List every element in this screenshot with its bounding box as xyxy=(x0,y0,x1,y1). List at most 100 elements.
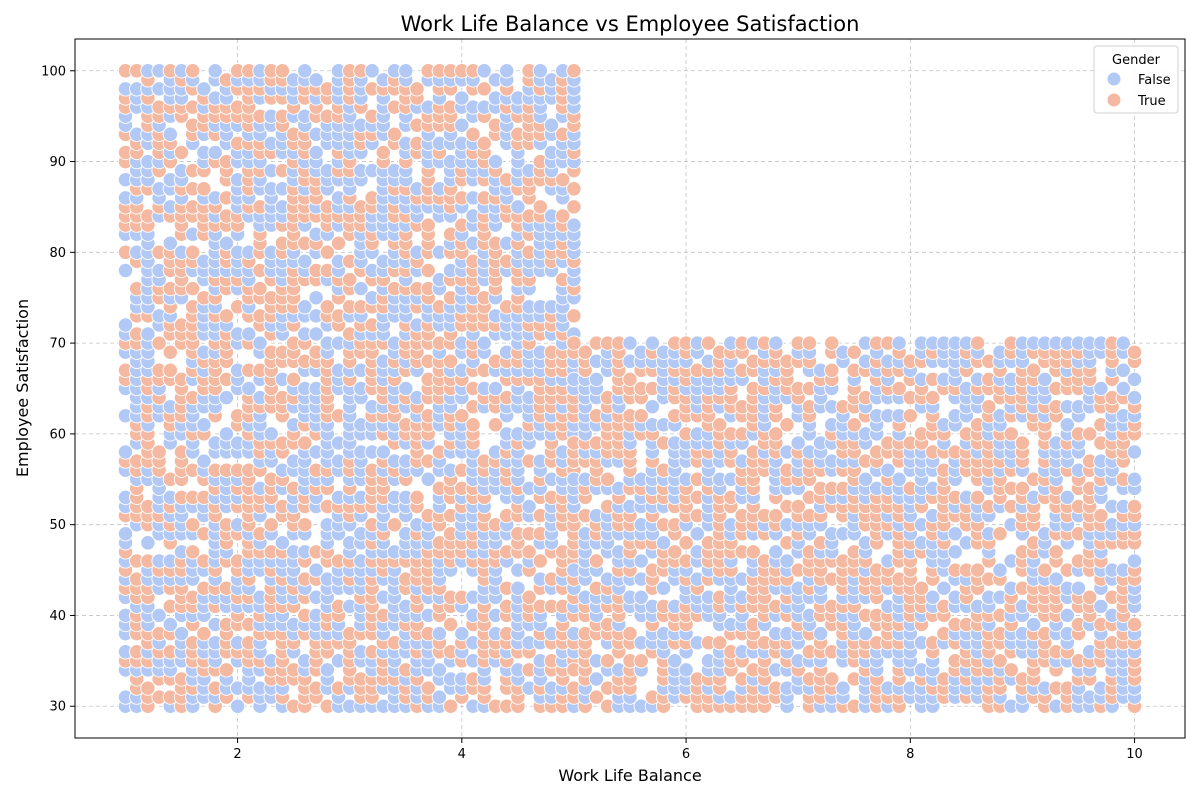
scatter-point-false xyxy=(140,326,156,342)
scatter-point-false xyxy=(1126,371,1143,388)
scatter-point-true xyxy=(196,181,212,197)
legend-marker-true xyxy=(1106,92,1122,108)
scatter-point-false xyxy=(297,63,313,79)
scatter-point-false xyxy=(353,280,369,297)
scatter-point-true xyxy=(342,271,358,288)
scatter-point-false xyxy=(162,126,178,142)
scatter-point-false xyxy=(117,317,134,333)
scatter-point-true xyxy=(319,299,335,315)
x-tick-label: 4 xyxy=(458,747,466,762)
scatter-point-false xyxy=(398,380,414,397)
scatter-point-true xyxy=(1126,616,1143,633)
scatter-point-true xyxy=(375,144,391,161)
scatter-point-false xyxy=(487,153,504,170)
scatter-point-false xyxy=(117,444,134,460)
scatter-point-true xyxy=(566,63,582,79)
x-axis-label: Work Life Balance xyxy=(558,766,701,785)
scatter-point-false xyxy=(1126,471,1143,487)
scatter-point-true xyxy=(173,144,190,161)
scatter-point-false xyxy=(1126,444,1143,460)
scatter-point-true xyxy=(566,199,582,215)
chart-title: Work Life Balance vs Employee Satisfacti… xyxy=(401,12,860,36)
scatter-point-true xyxy=(409,489,425,506)
scatter-point-false xyxy=(420,471,436,487)
data-points xyxy=(117,63,1143,714)
scatter-point-false xyxy=(229,698,246,714)
scatter-point-true xyxy=(1126,344,1143,360)
scatter-point-false xyxy=(1126,553,1143,569)
scatter-point-false xyxy=(263,426,279,442)
scatter-point-true xyxy=(969,335,986,351)
scatter-point-true xyxy=(297,435,313,451)
scatter-point-true xyxy=(442,616,459,633)
scatter-point-true xyxy=(185,280,201,297)
scatter-point-false xyxy=(566,217,582,233)
legend-label-false: False xyxy=(1138,73,1171,88)
legend-marker-false xyxy=(1106,71,1122,87)
scatter-point-true xyxy=(409,81,425,97)
scatter-point-true xyxy=(386,126,403,142)
scatter-point-true xyxy=(218,662,235,678)
legend: Gender False True xyxy=(1093,45,1179,114)
scatter-point-false xyxy=(398,63,414,79)
x-tick-label: 10 xyxy=(1126,747,1143,762)
scatter-point-true xyxy=(185,63,201,79)
scatter-point-false xyxy=(117,262,134,279)
scatter-point-true xyxy=(442,698,459,714)
y-axis-label: Employee Satisfaction xyxy=(13,299,32,477)
scatter-point-true xyxy=(263,517,279,533)
y-tick-label: 60 xyxy=(49,427,66,442)
scatter-point-true xyxy=(465,417,481,433)
scatter-point-false xyxy=(768,335,784,351)
scatter-point-true xyxy=(252,280,268,297)
scatter-point-false xyxy=(499,63,515,79)
scatter-point-false xyxy=(196,81,212,97)
scatter-point-false xyxy=(252,335,268,351)
y-tick-label: 90 xyxy=(49,155,66,170)
scatter-point-false xyxy=(431,689,448,705)
scatter-point-true xyxy=(420,262,436,279)
scatter-point-true xyxy=(386,517,403,533)
scatter-point-false xyxy=(308,290,324,306)
y-tick-label: 30 xyxy=(49,700,66,715)
scatter-point-true xyxy=(1126,498,1143,515)
scatter-point-false xyxy=(218,235,235,251)
x-tick-label: 2 xyxy=(233,747,241,762)
scatter-point-false xyxy=(308,144,324,161)
scatter-point-true xyxy=(1014,435,1031,451)
scatter-point-true xyxy=(801,335,818,351)
scatter-point-false xyxy=(140,535,156,551)
scatter-point-true xyxy=(274,63,291,79)
scatter-point-false xyxy=(207,144,223,161)
scatter-point-false xyxy=(196,453,212,469)
scatter-point-false xyxy=(241,380,257,397)
scatter-point-true xyxy=(185,544,201,560)
y-tick-label: 70 xyxy=(49,337,66,352)
scatter-point-false xyxy=(218,389,235,406)
scatter-point-true xyxy=(285,371,302,388)
scatter-point-true xyxy=(151,444,167,460)
scatter-point-false xyxy=(162,235,178,251)
scatter-point-true xyxy=(185,244,201,260)
scatter-point-true xyxy=(162,344,178,360)
scatter-point-false xyxy=(173,625,190,642)
scatter-point-true xyxy=(566,181,582,197)
scatter-point-false xyxy=(274,535,291,551)
scatter-point-false xyxy=(297,299,313,315)
scatter-point-false xyxy=(196,417,212,433)
scatter-point-true xyxy=(151,335,167,351)
scatter-point-false xyxy=(297,253,313,270)
scatter-point-false xyxy=(117,526,134,542)
scatter-point-false xyxy=(308,562,324,578)
scatter-point-false xyxy=(308,326,324,342)
y-tick-label: 40 xyxy=(49,609,66,624)
scatter-point-false xyxy=(375,444,391,460)
scatter-point-false xyxy=(162,616,178,633)
scatter-point-false xyxy=(308,72,324,88)
y-tick-label: 80 xyxy=(49,246,66,261)
scatter-point-false xyxy=(431,662,448,678)
x-tick-label: 8 xyxy=(906,747,914,762)
scatter-point-false xyxy=(207,63,223,79)
scatter-point-true xyxy=(420,680,436,696)
